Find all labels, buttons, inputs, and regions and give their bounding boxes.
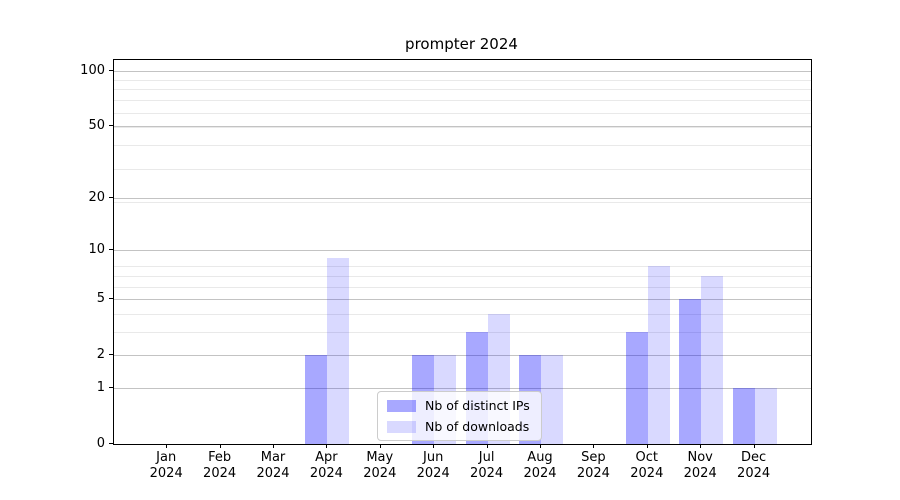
gridline-minor [114, 286, 811, 288]
gridline-minor [114, 168, 811, 170]
x-tick-mark [540, 444, 541, 448]
x-tick-mark [433, 444, 435, 448]
gridline-major [114, 70, 811, 72]
plot-area [113, 59, 812, 445]
y-tick-label: 5 [96, 290, 105, 306]
x-tick-label: Jun 2024 [416, 450, 450, 481]
y-tick-mark [109, 386, 113, 388]
gridline-minor [114, 112, 811, 114]
x-tick-mark [219, 444, 221, 448]
x-tick-label: Sep 2024 [576, 450, 610, 481]
legend: Nb of distinct IPs Nb of downloads [377, 391, 542, 441]
legend-item-distinct-ips: Nb of distinct IPs [387, 398, 530, 413]
x-tick-label: Feb 2024 [203, 450, 237, 481]
legend-swatch-distinct-ips-icon [387, 399, 416, 412]
legend-item-downloads: Nb of downloads [387, 419, 530, 434]
bar-distinct-ips-dec [732, 387, 755, 444]
x-tick-label: Jul 2024 [470, 450, 504, 481]
y-tick-label: 50 [88, 117, 105, 133]
y-tick-mark [109, 297, 113, 299]
gridline-minor [114, 313, 811, 315]
y-tick-label: 20 [88, 189, 105, 205]
legend-label-distinct-ips: Nb of distinct IPs [425, 398, 530, 413]
y-tick-mark [109, 248, 113, 250]
y-tick-label: 1 [96, 379, 105, 395]
gridline-minor [114, 89, 811, 91]
gridline-minor [114, 201, 811, 203]
y-tick-label: 0 [96, 436, 105, 451]
gridline-minor [114, 266, 811, 268]
gridline-major [114, 125, 811, 127]
bar-distinct-ips-nov [679, 298, 702, 444]
y-tick-mark [109, 443, 113, 444]
y-tick-mark [109, 124, 113, 126]
gridline-minor [114, 100, 811, 102]
gridline-major [114, 197, 811, 199]
x-tick-label: Jan 2024 [149, 450, 183, 481]
x-tick-mark [700, 444, 702, 448]
gridline-major [114, 355, 811, 357]
bar-distinct-ips-apr [305, 355, 328, 444]
bar-downloads-oct [647, 266, 670, 444]
x-tick-mark [379, 444, 381, 448]
x-tick-label: Aug 2024 [523, 450, 557, 481]
x-tick-mark [593, 444, 595, 448]
gridline-minor [114, 331, 811, 333]
bar-downloads-nov [701, 275, 724, 444]
x-tick-label: Apr 2024 [309, 450, 343, 481]
legend-swatch-downloads-icon [387, 420, 416, 433]
gridline-minor [114, 275, 811, 277]
x-tick-label: Mar 2024 [256, 450, 290, 481]
y-tick-mark [109, 69, 113, 71]
bar-distinct-ips-oct [625, 331, 648, 444]
gridline-minor [114, 145, 811, 147]
x-tick-label: May 2024 [363, 450, 397, 481]
y-tick-mark [109, 354, 113, 356]
gridline-major [114, 387, 811, 389]
x-tick-label: Oct 2024 [630, 450, 664, 481]
x-tick-mark [166, 444, 168, 448]
x-tick-mark [486, 444, 488, 448]
legend-label-downloads: Nb of downloads [425, 419, 530, 434]
chart-title: prompter 2024 [405, 35, 518, 53]
gridline-major [114, 249, 811, 251]
x-tick-mark [273, 444, 274, 448]
y-tick-mark [109, 196, 113, 198]
gridline-minor [114, 79, 811, 81]
x-tick-mark [326, 444, 328, 448]
y-tick-label: 100 [80, 62, 105, 78]
x-tick-mark [753, 444, 755, 448]
gridline-minor [114, 127, 811, 129]
x-tick-label: Nov 2024 [683, 450, 717, 481]
bar-downloads-dec [754, 387, 777, 444]
x-tick-mark [646, 444, 648, 448]
bar-downloads-aug [541, 355, 563, 444]
x-tick-label: Dec 2024 [737, 450, 771, 481]
y-tick-label: 10 [88, 241, 105, 257]
bar-downloads-apr [327, 257, 350, 444]
gridline-major [114, 298, 811, 300]
y-tick-label: 2 [96, 347, 105, 363]
